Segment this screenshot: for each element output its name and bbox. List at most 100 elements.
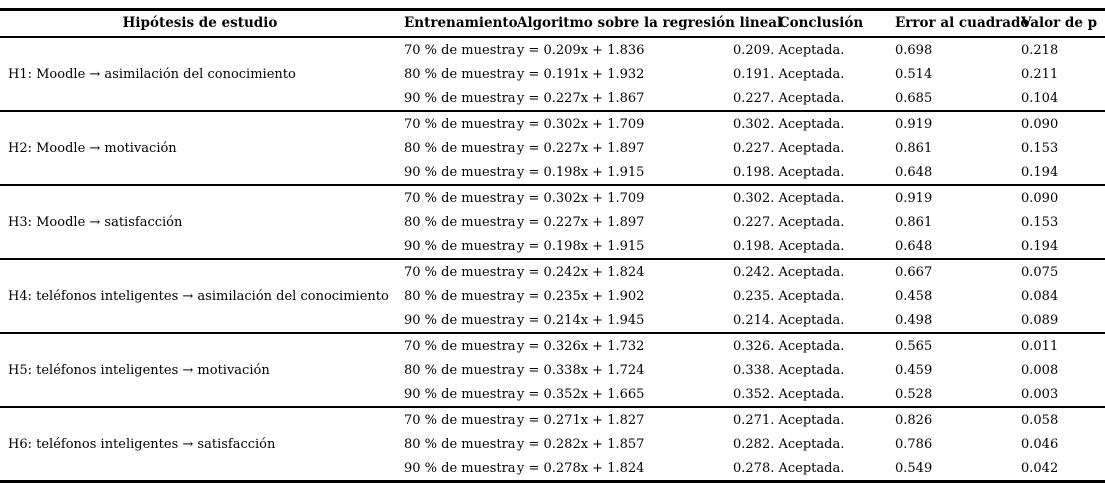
conclusion-cell: 0.209. Aceptada. [728, 36, 890, 62]
col-header-conclusion: Conclusión [728, 9, 890, 38]
p-value-cell: 0.075 [1016, 258, 1105, 284]
training-cell: 80 % de muestra [404, 214, 516, 230]
training-cell: 80 % de muestra [404, 66, 516, 82]
conclusion-cell: 0.227. Aceptada. [733, 90, 845, 106]
conclusion-cell: 0.191. Aceptada. [733, 66, 845, 82]
table-row: H2: Moodle → motivación 70 % de muestra y … [0, 110, 1105, 185]
training-cell: 90 % de muestra [404, 460, 516, 476]
squared-error-cell: 0.826 [890, 406, 1016, 432]
squared-error-cell: 0.458 [895, 288, 933, 304]
algorithm-cell: y = 0.235x + 1.902 [517, 288, 645, 304]
conclusion-cell: 0.338. Aceptada. [733, 362, 845, 378]
squared-error-cell: 0.459 [895, 362, 933, 378]
table-row: 80 % de muestra y = 0.227x + 1.897 0.227. … [0, 210, 1105, 234]
table-row: 80 % de muestra y = 0.191x + 1.932 0.191. … [0, 62, 1105, 86]
squared-error-cell: 0.685 [895, 90, 933, 106]
training-cell: 80 % de muestra [404, 288, 516, 304]
algorithm-cell: y = 0.191x + 1.932 [517, 66, 645, 82]
table-body: H1: Moodle → asimilación del conocimient… [0, 36, 1105, 482]
col-header-entrenamiento: Entrenamiento [400, 9, 518, 38]
squared-error-cell: 0.498 [895, 312, 933, 328]
table-row: 90 % de muestra y = 0.198x + 1.915 0.198. … [0, 234, 1105, 259]
training-cell: 70 % de muestra [400, 184, 516, 210]
col-header-hipotesis: Hipótesis de estudio [0, 9, 400, 38]
regression-results-table: Hipótesis de estudio Entrenamiento Algor… [0, 8, 1105, 483]
algorithm-cell: y = 0.198x + 1.915 [517, 164, 645, 180]
conclusion-cell: 0.271. Aceptada. [728, 406, 890, 432]
conclusion-cell: 0.278. Aceptada. [733, 460, 845, 476]
conclusion-cell: 0.302. Aceptada. [728, 184, 890, 210]
p-value-cell: 0.153 [1021, 140, 1059, 156]
p-value-cell: 0.089 [1021, 312, 1059, 328]
algorithm-cell: y = 0.214x + 1.945 [517, 312, 645, 328]
table-row: H5: teléfonos inteligentes → motivación 7… [0, 332, 1105, 407]
squared-error-cell: 0.565 [890, 332, 1016, 358]
squared-error-cell: 0.861 [895, 140, 933, 156]
squared-error-cell: 0.514 [895, 66, 933, 82]
table-row: 80 % de muestra y = 0.338x + 1.724 0.338. … [0, 358, 1105, 382]
conclusion-cell: 0.352. Aceptada. [733, 386, 845, 402]
table-header-row: Hipótesis de estudio Entrenamiento Algor… [0, 9, 1105, 38]
p-value-cell: 0.194 [1021, 238, 1059, 254]
training-cell: 90 % de muestra [404, 90, 516, 106]
conclusion-cell: 0.302. Aceptada. [728, 110, 890, 136]
algorithm-cell: y = 0.282x + 1.857 [517, 436, 645, 452]
training-cell: 80 % de muestra [404, 436, 516, 452]
training-cell: 70 % de muestra [400, 406, 516, 432]
algorithm-cell: y = 0.338x + 1.724 [517, 362, 645, 378]
algorithm-cell: y = 0.198x + 1.915 [517, 238, 645, 254]
p-value-cell: 0.042 [1021, 460, 1059, 476]
conclusion-cell: 0.227. Aceptada. [733, 214, 845, 230]
algorithm-cell: y = 0.242x + 1.824 [510, 258, 728, 284]
squared-error-cell: 0.919 [890, 184, 1016, 210]
algorithm-cell: y = 0.227x + 1.867 [517, 90, 645, 106]
training-cell: 90 % de muestra [404, 238, 516, 254]
conclusion-cell: 0.326. Aceptada. [728, 332, 890, 358]
algorithm-cell: y = 0.352x + 1.665 [517, 386, 645, 402]
squared-error-cell: 0.861 [895, 214, 933, 230]
algorithm-cell: y = 0.278x + 1.824 [517, 460, 645, 476]
p-value-cell: 0.046 [1021, 436, 1059, 452]
training-cell: 90 % de muestra [404, 386, 516, 402]
conclusion-cell: 0.242. Aceptada. [728, 258, 890, 284]
squared-error-cell: 0.549 [895, 460, 933, 476]
table-row: 90 % de muestra y = 0.214x + 1.945 0.214. … [0, 308, 1105, 333]
p-value-cell: 0.011 [1016, 332, 1105, 358]
training-cell: 80 % de muestra [404, 362, 516, 378]
hypothesis-cell: H6: teléfonos inteligentes → satisfacció… [0, 406, 400, 482]
algorithm-cell: y = 0.326x + 1.732 [510, 332, 728, 358]
table-row: 80 % de muestra y = 0.227x + 1.897 0.227. … [0, 136, 1105, 160]
conclusion-cell: 0.235. Aceptada. [733, 288, 845, 304]
table-row: 80 % de muestra y = 0.235x + 1.902 0.235. … [0, 284, 1105, 308]
training-cell: 90 % de muestra [404, 164, 516, 180]
hypothesis-cell: H4: teléfonos inteligentes → asimilación… [0, 258, 400, 333]
p-value-cell: 0.218 [1016, 36, 1105, 62]
p-value-cell: 0.008 [1021, 362, 1059, 378]
hypothesis-cell: H3: Moodle → satisfacción [0, 184, 400, 259]
training-cell: 70 % de muestra [400, 258, 516, 284]
col-header-algoritmo: Algoritmo sobre la regresión lineal [510, 9, 782, 38]
conclusion-cell: 0.198. Aceptada. [733, 238, 845, 254]
table-row: H4: teléfonos inteligentes → asimilación… [0, 258, 1105, 333]
col-header-error-cuadrado: Error al cuadrado [890, 9, 1029, 38]
p-value-cell: 0.194 [1021, 164, 1059, 180]
p-value-cell: 0.084 [1021, 288, 1059, 304]
conclusion-cell: 0.227. Aceptada. [733, 140, 845, 156]
algorithm-cell: y = 0.271x + 1.827 [510, 406, 728, 432]
algorithm-cell: y = 0.302x + 1.709 [510, 184, 728, 210]
training-cell: 70 % de muestra [400, 332, 516, 358]
col-header-valor-p: Valor de p [1016, 9, 1105, 38]
table-row: 90 % de muestra y = 0.352x + 1.665 0.352. … [0, 382, 1105, 407]
algorithm-cell: y = 0.209x + 1.836 [510, 36, 728, 62]
hypothesis-cell: H1: Moodle → asimilación del conocimient… [0, 36, 400, 111]
p-value-cell: 0.090 [1016, 184, 1105, 210]
algorithm-cell: y = 0.227x + 1.897 [517, 140, 645, 156]
p-value-cell: 0.211 [1021, 66, 1059, 82]
squared-error-cell: 0.648 [895, 164, 933, 180]
training-cell: 90 % de muestra [404, 312, 516, 328]
hypothesis-cell: H2: Moodle → motivación [0, 110, 400, 185]
hypothesis-cell: H5: teléfonos inteligentes → motivación [0, 332, 400, 407]
conclusion-cell: 0.282. Aceptada. [733, 436, 845, 452]
table-row: H3: Moodle → satisfacción 70 % de muestra… [0, 184, 1105, 259]
conclusion-cell: 0.214. Aceptada. [733, 312, 845, 328]
